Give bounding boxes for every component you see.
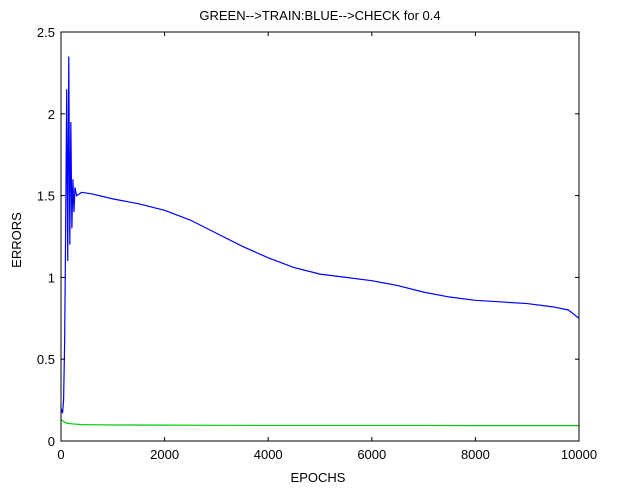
x-axis-ticks: 0 2000 4000 6000 8000 10000 bbox=[57, 32, 597, 462]
y-tick-label: 2 bbox=[48, 107, 55, 122]
chart-title: GREEN-->TRAIN:BLUE-->CHECK for 0.4 bbox=[199, 8, 440, 23]
plot-area bbox=[61, 32, 579, 441]
axes-box bbox=[60, 31, 580, 442]
y-tick-label: 1.5 bbox=[37, 189, 55, 204]
green-train-error-line bbox=[60, 419, 579, 427]
blue-check-error-line bbox=[60, 56, 580, 414]
series-layer bbox=[60, 56, 580, 427]
x-axis-label: EPOCHS bbox=[291, 470, 346, 485]
x-tick-label: 4000 bbox=[254, 447, 283, 462]
x-tick-label: 8000 bbox=[461, 447, 490, 462]
x-tick-label: 2000 bbox=[150, 447, 179, 462]
y-axis-ticks: 0 0.5 1 1.5 2 2.5 bbox=[37, 25, 579, 449]
y-tick-label: 1 bbox=[48, 270, 55, 285]
y-axis-label: ERRORS bbox=[9, 212, 24, 268]
y-tick-label: 0 bbox=[48, 434, 55, 449]
x-tick-label: 0 bbox=[57, 447, 64, 462]
x-tick-label: 6000 bbox=[357, 447, 386, 462]
y-tick-label: 2.5 bbox=[37, 25, 55, 40]
y-tick-label: 0.5 bbox=[37, 352, 55, 367]
x-tick-label: 10000 bbox=[561, 447, 597, 462]
